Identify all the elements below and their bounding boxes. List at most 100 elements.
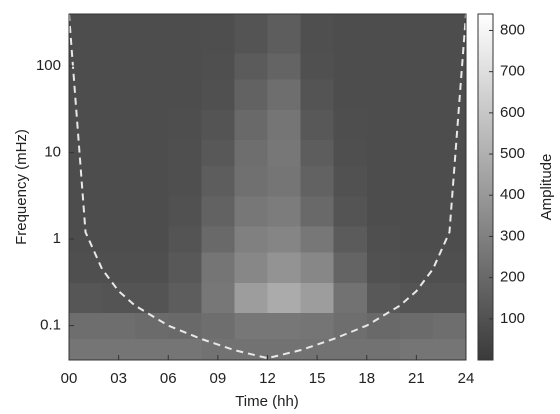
heatmap-cell	[300, 226, 335, 253]
heatmap-cell	[102, 109, 136, 141]
heatmap-cell	[300, 139, 335, 167]
heatmap-cell	[135, 79, 169, 110]
heatmap-cell	[168, 139, 202, 167]
colorbar-tick-label: 500	[500, 145, 525, 162]
heatmap-cell	[366, 139, 401, 167]
heatmap-cell	[234, 312, 269, 340]
y-tick-label: 10	[44, 144, 61, 161]
heatmap-cell	[300, 79, 335, 110]
heatmap-cell	[300, 165, 335, 197]
heatmap-cell	[135, 312, 169, 340]
heatmap-cell	[135, 165, 169, 197]
heatmap-cell	[267, 312, 302, 340]
x-tick-label: 21	[408, 370, 425, 387]
heatmap-cell	[69, 109, 103, 141]
heatmap-cell	[168, 109, 202, 141]
heatmap-cell	[234, 109, 269, 141]
heatmap-cell	[69, 139, 103, 167]
heatmap	[69, 14, 466, 360]
colorbar-label: Amplitude	[538, 154, 555, 221]
heatmap-cell	[399, 195, 434, 227]
colorbar-tick-label: 400	[500, 186, 525, 203]
heatmap-cell	[333, 226, 368, 253]
heatmap-cell	[399, 338, 434, 360]
heatmap-cell	[234, 195, 269, 227]
heatmap-cell	[102, 282, 136, 314]
heatmap-cell	[234, 139, 269, 167]
heatmap-cell	[267, 338, 302, 360]
heatmap-cell	[168, 312, 202, 340]
heatmap-cell	[267, 79, 302, 110]
heatmap-cell	[102, 195, 136, 227]
heatmap-cell	[267, 282, 302, 314]
heatmap-cell	[267, 165, 302, 197]
x-tick-label: 24	[458, 370, 475, 387]
heatmap-cell	[102, 338, 136, 360]
heatmap-cell	[399, 312, 434, 340]
heatmap-cell	[300, 53, 335, 80]
heatmap-cell	[69, 338, 103, 360]
heatmap-cell	[366, 165, 401, 197]
heatmap-cell	[366, 312, 401, 340]
heatmap-cell	[201, 14, 236, 54]
colorbar-tick-label: 200	[500, 269, 525, 286]
heatmap-cell	[333, 252, 368, 283]
heatmap-cell	[234, 226, 269, 253]
heatmap-cell	[135, 53, 169, 80]
heatmap-cell	[267, 109, 302, 141]
x-axis-label: Time (hh)	[235, 393, 299, 410]
x-tick-label: 12	[259, 370, 276, 387]
heatmap-cell	[234, 282, 269, 314]
heatmap-cell	[333, 195, 368, 227]
heatmap-cell	[168, 338, 202, 360]
heatmap-cell	[333, 312, 368, 340]
heatmap-cell	[366, 109, 401, 141]
heatmap-cell	[201, 195, 236, 227]
heatmap-cell	[201, 165, 236, 197]
colorbar-tick-label: 100	[500, 310, 525, 327]
heatmap-cell	[102, 312, 136, 340]
heatmap-cell	[399, 252, 434, 283]
heatmap-cell	[399, 109, 434, 141]
x-tick-label: 06	[160, 370, 177, 387]
heatmap-cell	[201, 79, 236, 110]
heatmap-cell	[201, 226, 236, 253]
heatmap-cell	[102, 226, 136, 253]
heatmap-cell	[399, 79, 434, 110]
heatmap-cell	[399, 226, 434, 253]
heatmap-cell	[399, 282, 434, 314]
heatmap-cell	[102, 79, 136, 110]
heatmap-cell	[168, 195, 202, 227]
heatmap-cell	[300, 252, 335, 283]
y-tick-label: 1	[53, 230, 61, 247]
heatmap-cell	[168, 226, 202, 253]
heatmap-cell	[300, 195, 335, 227]
colorbar	[477, 13, 494, 361]
heatmap-cell	[399, 14, 434, 54]
heatmap-cell	[69, 14, 103, 54]
heatmap-cell	[234, 79, 269, 110]
heatmap-cell	[201, 252, 236, 283]
heatmap-cell	[267, 139, 302, 167]
heatmap-cell	[69, 165, 103, 197]
heatmap-cell	[102, 14, 136, 54]
heatmap-cell	[234, 14, 269, 54]
heatmap-cell	[201, 139, 236, 167]
heatmap-cell	[300, 338, 335, 360]
heatmap-cell	[399, 53, 434, 80]
heatmap-cell	[168, 165, 202, 197]
heatmap-cell	[366, 79, 401, 110]
heatmap-cell	[432, 282, 466, 314]
heatmap-cell	[102, 165, 136, 197]
heatmap-cell	[135, 109, 169, 141]
heatmap-cell	[267, 195, 302, 227]
y-tick-label: 0.1	[40, 317, 61, 334]
heatmap-cell	[432, 195, 466, 227]
heatmap-cell	[102, 139, 136, 167]
heatmap-cell	[168, 282, 202, 314]
heatmap-cell	[300, 312, 335, 340]
heatmap-cell	[201, 338, 236, 360]
heatmap-cell	[69, 195, 103, 227]
heatmap-cell	[366, 226, 401, 253]
